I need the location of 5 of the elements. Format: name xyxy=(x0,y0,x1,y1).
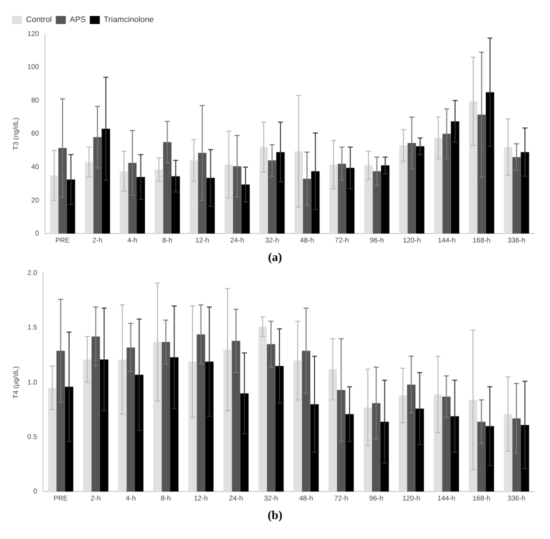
text: (a) xyxy=(267,249,283,266)
text: (b) xyxy=(266,507,284,524)
legend-label: Triamcinolone xyxy=(104,15,154,24)
legend-label: Control xyxy=(26,15,52,24)
legend-label: APS xyxy=(70,15,86,24)
